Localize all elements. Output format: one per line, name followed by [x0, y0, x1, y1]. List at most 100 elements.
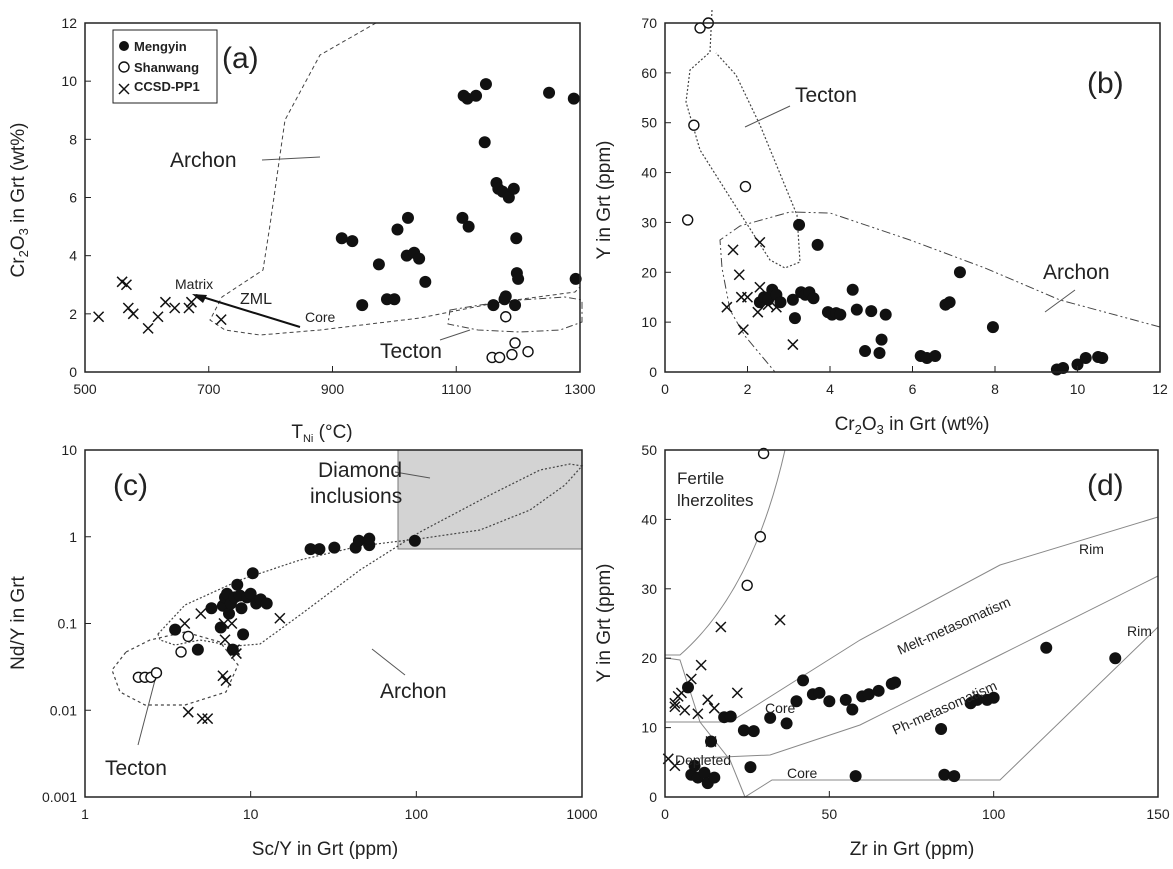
point-ccsd-pp1 — [195, 608, 207, 620]
point-ccsd-pp1 — [752, 306, 764, 318]
point-mengyin — [811, 238, 824, 251]
panel-a-zml-label: ZML — [240, 291, 272, 308]
y-tick-label: 8 — [69, 131, 77, 147]
point-mengyin — [807, 292, 820, 305]
y-tick-label: 0.01 — [50, 702, 77, 718]
point-mengyin — [889, 676, 902, 689]
y-tick-label: 50 — [641, 115, 657, 131]
y-tick-label: 30 — [641, 581, 657, 597]
point-mengyin — [793, 218, 806, 231]
panel-a-points — [93, 78, 582, 364]
panel-a-region-tecton — [447, 296, 583, 333]
panel-a-ylabel: Cr2O3 in Grt (wt%) — [8, 123, 31, 278]
x-tick-label: 50 — [822, 806, 838, 822]
panel-d-rim-label-1: Rim — [1079, 541, 1104, 557]
point-mengyin — [419, 275, 432, 288]
panel-c-diamond-label-2: inclusions — [310, 485, 402, 508]
panel-d-fertile-label-2: lherzolites — [677, 491, 754, 510]
point-mengyin — [1071, 358, 1084, 371]
y-tick-label: 20 — [641, 650, 657, 666]
point-mengyin — [304, 543, 317, 556]
point-mengyin — [929, 350, 942, 363]
point-shanwang — [182, 630, 194, 643]
point-mengyin — [223, 607, 236, 620]
panel-c-region-archon — [157, 463, 584, 647]
y-tick-label: 70 — [641, 15, 657, 31]
point-mengyin — [543, 86, 556, 99]
panel-d-letter: (d) — [1087, 469, 1124, 502]
point-mengyin — [865, 305, 878, 318]
point-mengyin — [462, 220, 475, 233]
point-mengyin — [1079, 352, 1092, 365]
y-tick-label: 6 — [69, 190, 77, 206]
panel-c-points — [132, 532, 421, 725]
point-ccsd-pp1 — [226, 617, 238, 630]
panel-b-tecton-label: Tecton — [795, 84, 857, 107]
point-mengyin — [335, 232, 348, 245]
point-ccsd-pp1 — [692, 708, 704, 720]
point-mengyin — [507, 182, 520, 195]
point-mengyin — [1096, 352, 1109, 365]
point-ccsd-pp1 — [217, 670, 229, 682]
panel-a-zml-arrowhead — [192, 294, 207, 303]
point-mengyin — [737, 724, 750, 737]
point-mengyin — [456, 211, 469, 224]
point-mengyin — [790, 695, 803, 708]
legend-mengyin-label: Mengyin — [134, 39, 187, 54]
panel-b-xlabel: Cr2O3 in Grt (wt%) — [835, 414, 990, 437]
legend-mengyin-marker — [119, 41, 129, 51]
point-mengyin — [169, 623, 182, 636]
point-ccsd-pp1 — [218, 617, 230, 630]
panel-a-legend-box — [112, 29, 218, 104]
point-mengyin — [413, 252, 426, 265]
y-tick-label: 4 — [69, 248, 77, 264]
panel-a-matrix-label: Matrix — [175, 276, 213, 292]
legend-shanwang-label: Shanwang — [134, 60, 199, 75]
point-mengyin — [401, 211, 414, 224]
point-shanwang — [509, 337, 521, 349]
point-mengyin — [470, 89, 483, 102]
panel-c-archon-label: Archon — [380, 680, 447, 703]
point-mengyin — [510, 232, 523, 245]
point-mengyin — [478, 136, 491, 149]
point-mengyin — [260, 597, 273, 610]
point-shanwang — [688, 119, 700, 131]
panel-d-xlabel: Zr in Grt (ppm) — [850, 839, 975, 860]
point-mengyin — [509, 299, 522, 312]
point-ccsd-pp1 — [787, 339, 799, 351]
panel-d: 0 50 100 150 0 10 20 30 40 50 (d) Fertile lherzol… — [594, 442, 1170, 860]
point-ccsd-pp1 — [202, 713, 214, 725]
y-tick-label: 10 — [61, 442, 77, 458]
point-mengyin — [872, 684, 885, 697]
y-tick-label: 40 — [641, 511, 657, 527]
x-tick-label: 1 — [81, 806, 89, 822]
x-tick-label: 8 — [991, 381, 999, 397]
panel-d-core-label-1: Core — [765, 700, 796, 716]
x-tick-label: 1100 — [441, 381, 471, 397]
y-tick-label: 10 — [641, 720, 657, 736]
panel-a-letter: (a) — [222, 42, 259, 75]
panel-b-archon-label: Archon — [1043, 261, 1110, 284]
point-mengyin — [237, 628, 250, 641]
y-tick-label: 0.1 — [58, 616, 78, 632]
panel-d-fertile-label-1: Fertile — [677, 469, 724, 488]
point-shanwang — [150, 667, 163, 679]
x-tick-label: 2 — [744, 381, 752, 397]
point-mengyin — [813, 686, 826, 699]
point-mengyin — [352, 534, 365, 547]
panel-b-frame — [664, 22, 1161, 373]
point-mengyin — [862, 688, 875, 701]
point-mengyin — [688, 759, 701, 772]
point-mengyin — [953, 266, 966, 279]
point-ccsd-pp1 — [754, 281, 766, 293]
point-ccsd-pp1 — [669, 697, 681, 709]
point-mengyin — [512, 272, 525, 285]
panel-a-ticks: 500 700 900 1100 1300 0 2 4 6 8 10 12 — [61, 15, 595, 397]
panel-c-region-tecton — [111, 631, 239, 706]
point-mengyin — [1040, 641, 1053, 654]
point-mengyin — [938, 768, 951, 781]
point-shanwang — [506, 348, 518, 361]
panel-b-points — [681, 17, 1109, 376]
panel-a-archon-label: Archon — [170, 149, 237, 172]
point-ccsd-pp1 — [230, 648, 242, 660]
